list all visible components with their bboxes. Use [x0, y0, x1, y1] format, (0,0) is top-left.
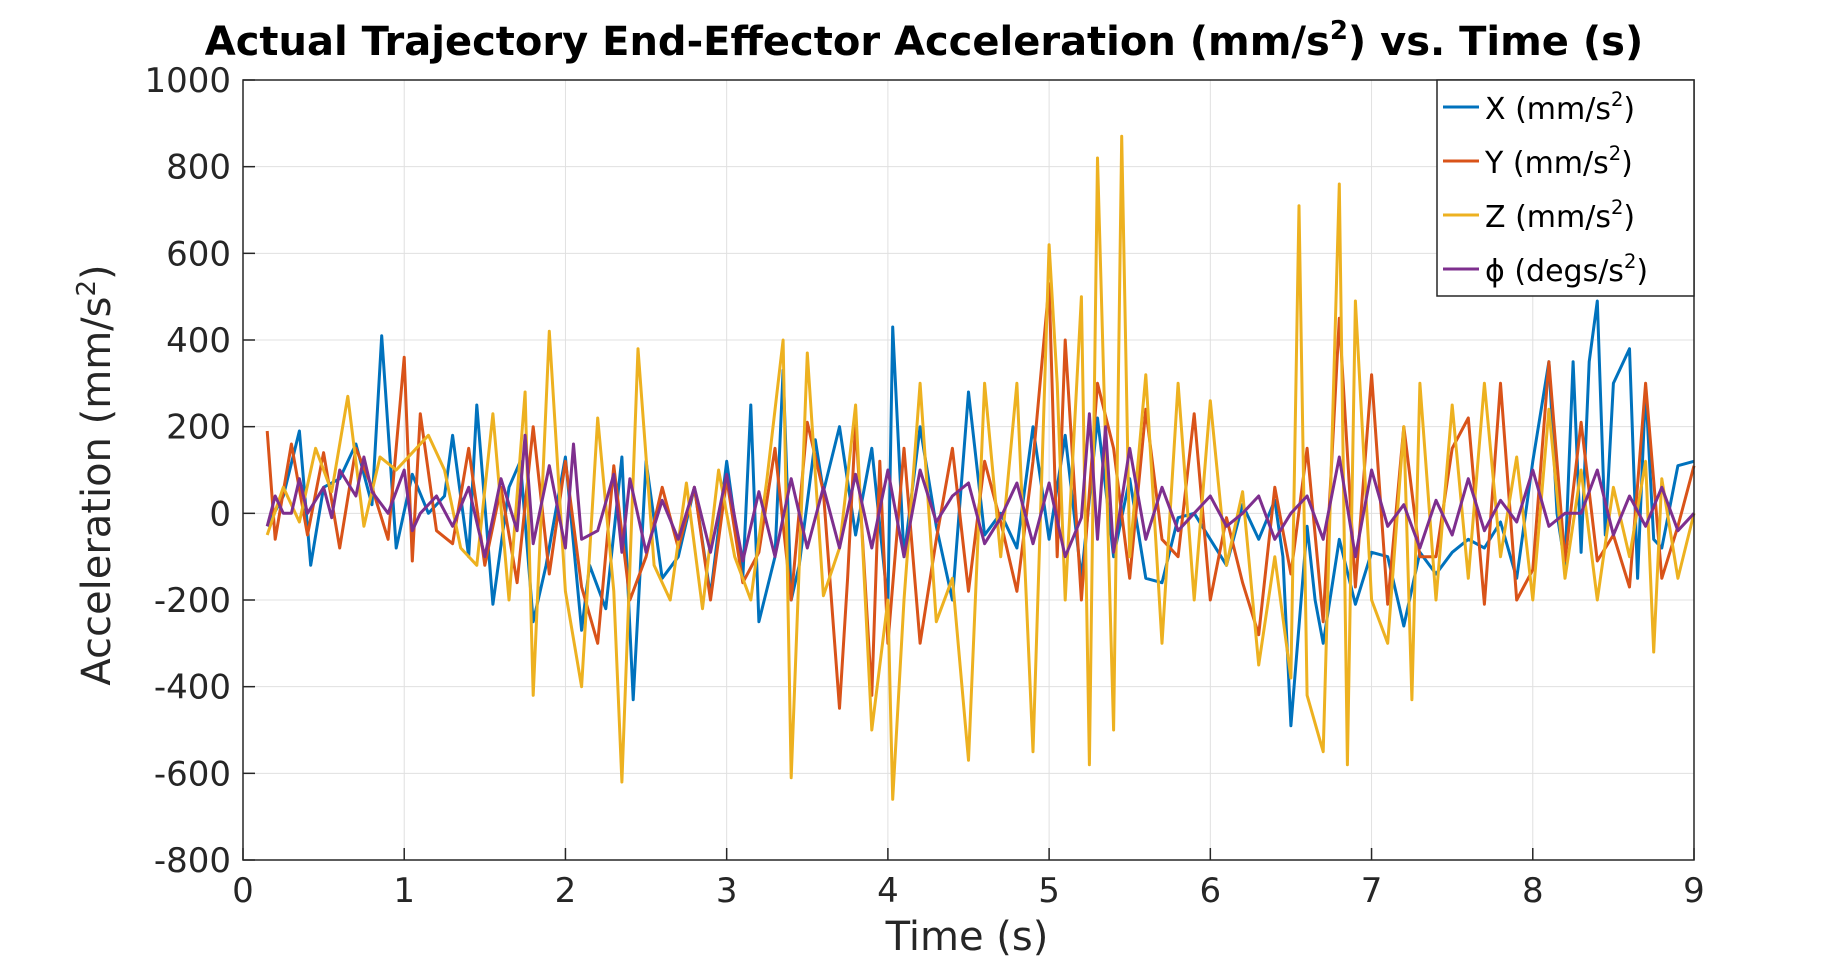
y-axis-label: Acceleration (mm/s2) — [72, 264, 120, 685]
series-z-line — [265, 134, 1696, 801]
x-tick-label: 4 — [877, 871, 899, 911]
series-x-line — [265, 299, 1695, 728]
chart-title-main: Actual Trajectory End-Effector Accelerat… — [205, 19, 1330, 65]
x-tick-label: 5 — [1038, 871, 1060, 911]
legend-box — [1436, 79, 1695, 297]
y-tick-label: 400 — [166, 321, 231, 361]
y-tick-label: 200 — [166, 408, 231, 448]
legend: X (mm/s2) Y (mm/s2) Z (mm/s2) ϕ (degs/s2) — [1436, 79, 1695, 297]
x-tick-label: 0 — [232, 871, 254, 911]
x-tick-label: 6 — [1200, 871, 1222, 911]
y-tick-label: -800 — [154, 841, 231, 881]
legend-item-label: X (mm/s2) — [1485, 88, 1635, 127]
x-tick-label: 2 — [555, 871, 577, 911]
y-axis-label-sup: 2 — [72, 280, 102, 297]
legend-item-label: Y (mm/s2) — [1484, 142, 1633, 181]
y-axis-label-tail: ) — [74, 264, 120, 280]
y-tick-label: 600 — [166, 234, 231, 274]
ticks — [242, 79, 1695, 861]
chart-title-sup: 2 — [1330, 16, 1348, 46]
plot-frame — [242, 79, 1695, 861]
series-phi-line — [265, 412, 1696, 563]
tick-labels: 0 1 2 3 4 5 6 7 8 9 -800 -600 -400 -200 0 200 400 600 800 1… — [144, 61, 1704, 911]
y-tick-label: 1000 — [144, 61, 231, 101]
y-tick-label: 0 — [209, 494, 231, 534]
y-tick-label: 800 — [166, 148, 231, 188]
y-axis-label-main: Acceleration (mm/s — [74, 297, 120, 686]
y-tick-label: -400 — [154, 668, 231, 708]
chart-title-tail: ) vs. Time (s) — [1348, 19, 1643, 65]
legend-item-label: ϕ (degs/s2) — [1485, 250, 1648, 289]
y-tick-label: -200 — [154, 581, 231, 621]
x-tick-label: 9 — [1683, 871, 1705, 911]
plot-lines — [265, 134, 1696, 801]
y-tick-label: -600 — [154, 754, 231, 794]
x-tick-label: 3 — [716, 871, 738, 911]
x-tick-label: 1 — [393, 871, 415, 911]
chart-title: Actual Trajectory End-Effector Accelerat… — [205, 16, 1643, 65]
x-axis-label: Time (s) — [885, 914, 1049, 960]
legend-item-label: Z (mm/s2) — [1485, 196, 1635, 235]
x-tick-label: 8 — [1522, 871, 1544, 911]
x-tick-label: 7 — [1361, 871, 1383, 911]
